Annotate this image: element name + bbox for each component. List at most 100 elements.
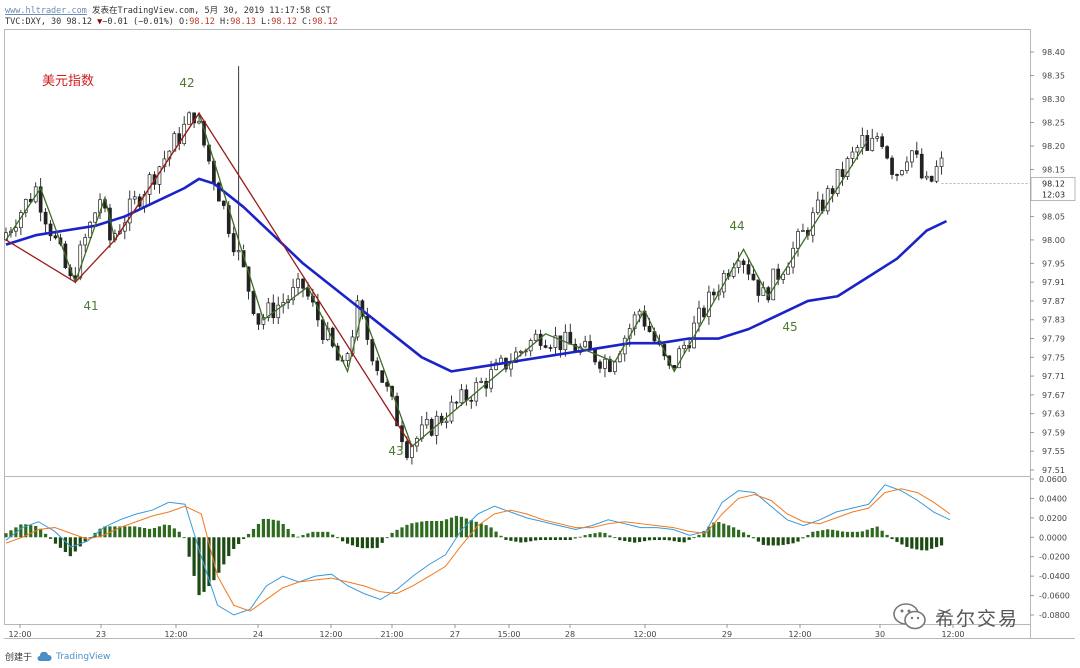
macd-histogram-bar (900, 537, 904, 545)
macd-histogram-bar (489, 527, 493, 538)
candle-body (796, 231, 800, 249)
macd-histogram-bar (494, 531, 498, 538)
candle-body (469, 399, 474, 402)
candle-body (751, 273, 756, 281)
macd-histogram-bar (667, 537, 671, 541)
macd-histogram-bar (771, 537, 775, 546)
macd-histogram-bar (662, 537, 666, 541)
macd-histogram-bar (840, 531, 845, 538)
macd-tick-label: -0.0200 (1039, 553, 1070, 562)
footer: 创建于 TradingView (5, 650, 110, 663)
macd-histogram-bar (53, 537, 58, 544)
macd-histogram-bar (385, 537, 389, 539)
candle-body (444, 420, 449, 423)
macd-histogram-bar (623, 537, 627, 541)
candle-body (410, 445, 414, 458)
price-tick-label: 97.79 (1042, 335, 1065, 344)
wechat-icon (893, 603, 926, 630)
macd-histogram-bar (459, 516, 463, 538)
candle-body (241, 250, 246, 268)
candle-body (934, 166, 939, 182)
site-link[interactable]: www.hltrader.com (5, 6, 87, 16)
macd-histogram-bar (405, 524, 409, 538)
candle-body (479, 380, 484, 383)
macd-histogram-bar (251, 528, 256, 538)
macd-histogram-bar (786, 537, 790, 545)
macd-histogram-bar (440, 520, 444, 538)
macd-histogram-bar (415, 522, 419, 538)
macd-histogram-bar (29, 525, 33, 538)
candle-body (543, 345, 548, 348)
candle-body (370, 339, 375, 362)
price-tick-label: 97.55 (1042, 447, 1065, 456)
macd-histogram-bar (638, 537, 642, 542)
macd-histogram-bar (227, 537, 231, 557)
candle-body (221, 200, 226, 206)
candle-body (93, 212, 97, 223)
macd-histogram-bar (266, 518, 270, 538)
macd-histogram-bar (435, 520, 439, 538)
macd-histogram-bar (157, 526, 162, 538)
macd-histogram-bar (910, 537, 914, 549)
candle-body (939, 157, 944, 167)
macd-histogram-bar (826, 529, 830, 538)
macd-histogram-bar (583, 535, 587, 538)
candle-body (43, 211, 48, 225)
price-tick-label: 97.91 (1042, 278, 1065, 287)
macd-histogram-bar (652, 537, 657, 541)
candle-body (711, 291, 716, 296)
candle-body (355, 300, 360, 338)
ma-line (5, 177, 948, 373)
macd-histogram-bar (672, 537, 676, 542)
macd-histogram-bar (350, 537, 355, 546)
macd-histogram-bar (751, 537, 756, 539)
time-tick-label: 21:00 (380, 630, 403, 639)
candle-body (702, 307, 706, 318)
macd-histogram-bar (836, 530, 840, 538)
macd-tick-label: 0.0000 (1039, 533, 1067, 542)
macd-histogram-bar (380, 537, 384, 543)
candle-body (132, 196, 137, 200)
macd-histogram-bar (152, 528, 157, 538)
symbol-label: TVC:DXY, 30 (5, 17, 62, 27)
zigzag-green-line (5, 111, 868, 448)
macd-histogram-bar (895, 537, 899, 542)
candle-body (533, 333, 538, 341)
candle-body (895, 174, 899, 176)
macd-histogram-bar (197, 537, 201, 596)
created-label: 创建于 (5, 653, 33, 663)
candle-body (835, 169, 840, 195)
tradingview-link[interactable]: TradingView (56, 651, 111, 662)
macd-signal-line (5, 488, 951, 612)
candle-body (875, 136, 880, 139)
macd-histogram-bar (113, 526, 117, 538)
open-label: O: (179, 17, 190, 27)
candle-body (14, 227, 18, 232)
macd-histogram-bar (534, 537, 538, 541)
candle-body (880, 136, 885, 147)
zigzag-red-line (5, 111, 413, 447)
macd-histogram-bar (345, 537, 350, 544)
macd-histogram-bar (449, 517, 454, 538)
macd-histogram-bar (850, 531, 855, 538)
macd-histogram-bar (355, 537, 360, 548)
macd-histogram-bar (58, 537, 63, 548)
price-pane (4, 29, 1031, 477)
macd-histogram-bar (63, 537, 67, 553)
close-label: C: (301, 17, 313, 27)
price-tick-label: 97.63 (1042, 410, 1065, 419)
candle-body (291, 287, 295, 301)
down-arrow-icon: ▼ (97, 17, 103, 27)
candle-body (187, 112, 191, 125)
macd-histogram-bar (741, 532, 746, 538)
candle-body (558, 335, 563, 351)
candle-body (301, 278, 305, 289)
candle-body (736, 260, 741, 268)
macd-histogram-bar (880, 530, 884, 538)
time-tick-label: 23 (96, 630, 106, 639)
macd-histogram-bar (207, 537, 211, 587)
macd-histogram-bar (83, 537, 87, 542)
candle-body (776, 268, 781, 280)
macd-histogram-bar (870, 528, 874, 538)
macd-histogram-bar (603, 532, 607, 538)
